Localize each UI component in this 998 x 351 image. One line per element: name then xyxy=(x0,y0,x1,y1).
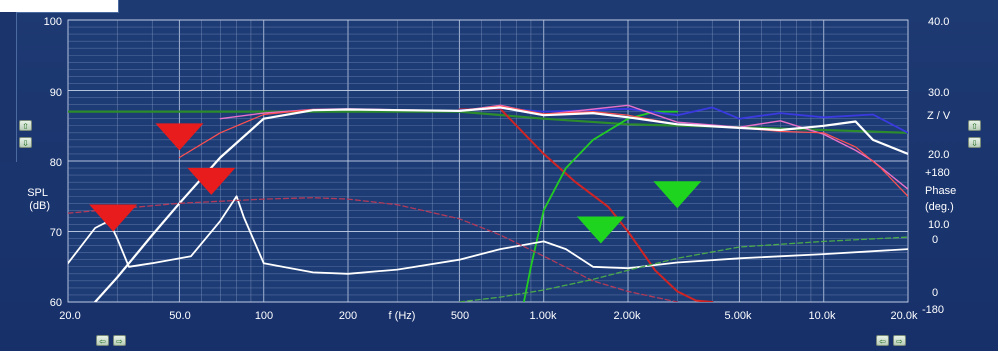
x-tick: 50.0 xyxy=(169,310,190,322)
x-scroll-left-button[interactable]: ⇦ xyxy=(96,335,109,346)
marker-layer xyxy=(89,123,702,244)
y-right-phase-label: (deg.) xyxy=(925,201,954,213)
y-left-tick: 90 xyxy=(50,87,62,99)
right-scale-up-button[interactable]: ⇧ xyxy=(968,120,981,131)
left-scale-down-button[interactable]: ⇩ xyxy=(19,137,32,148)
x-tick: 2.00k xyxy=(614,310,641,322)
x-scroll-right-button[interactable]: ⇨ xyxy=(113,335,126,346)
y-right-z-tick: 40.0 xyxy=(928,16,949,28)
x-tick: 200 xyxy=(339,310,357,322)
series-layer xyxy=(68,104,908,302)
x-tick: 20.0 xyxy=(59,310,80,322)
y-right-z-label: Z / V xyxy=(927,110,951,122)
series-line xyxy=(68,195,908,275)
crossover-marker xyxy=(187,167,236,195)
series-line xyxy=(458,236,908,302)
x-tick: 5.00k xyxy=(725,310,752,322)
x-zoom-right-button[interactable]: ⇨ xyxy=(893,335,906,346)
grid xyxy=(67,19,909,303)
left-scale-up-button[interactable]: ⇧ xyxy=(19,120,32,131)
y-right-z-tick: 0 xyxy=(932,287,938,299)
y-left-tick: 80 xyxy=(50,157,62,169)
x-tick: 1.00k xyxy=(530,310,557,322)
left-panel-strip xyxy=(0,12,17,162)
series-line xyxy=(178,105,908,197)
y-right-z-tick: 20.0 xyxy=(928,149,949,161)
x-axis-label: f (Hz) xyxy=(389,310,416,322)
y-right-phase-tick: +180 xyxy=(925,167,950,179)
x-tick: 500 xyxy=(451,310,469,322)
y-left-tick: 60 xyxy=(50,297,62,309)
right-scale-down-button[interactable]: ⇩ xyxy=(968,137,981,148)
y-left-label: SPL xyxy=(27,187,48,199)
x-tick: 100 xyxy=(255,310,273,322)
x-tick: 10.0k xyxy=(809,310,836,322)
x-zoom-left-button[interactable]: ⇦ xyxy=(876,335,889,346)
crossover-marker xyxy=(89,204,138,232)
series-line xyxy=(68,197,678,302)
y-right-phase-label: Phase xyxy=(925,185,956,197)
y-right-z-tick: 10.0 xyxy=(928,219,949,231)
crossover-marker xyxy=(653,181,702,209)
crossover-marker xyxy=(155,123,204,151)
series-line xyxy=(458,106,908,134)
y-left-tick: 70 xyxy=(50,227,62,239)
y-left-label: (dB) xyxy=(29,200,50,212)
x-tick: 20.0k xyxy=(891,310,918,322)
y-right-phase-tick: 0 xyxy=(932,234,938,246)
series-line xyxy=(458,107,714,302)
y-right-phase-tick: -180 xyxy=(922,304,944,316)
series-line xyxy=(93,106,908,302)
crossover-marker xyxy=(576,216,625,244)
corner-panel xyxy=(0,0,119,13)
y-right-z-tick: 30.0 xyxy=(928,87,949,99)
y-left-tick: 100 xyxy=(44,16,62,28)
